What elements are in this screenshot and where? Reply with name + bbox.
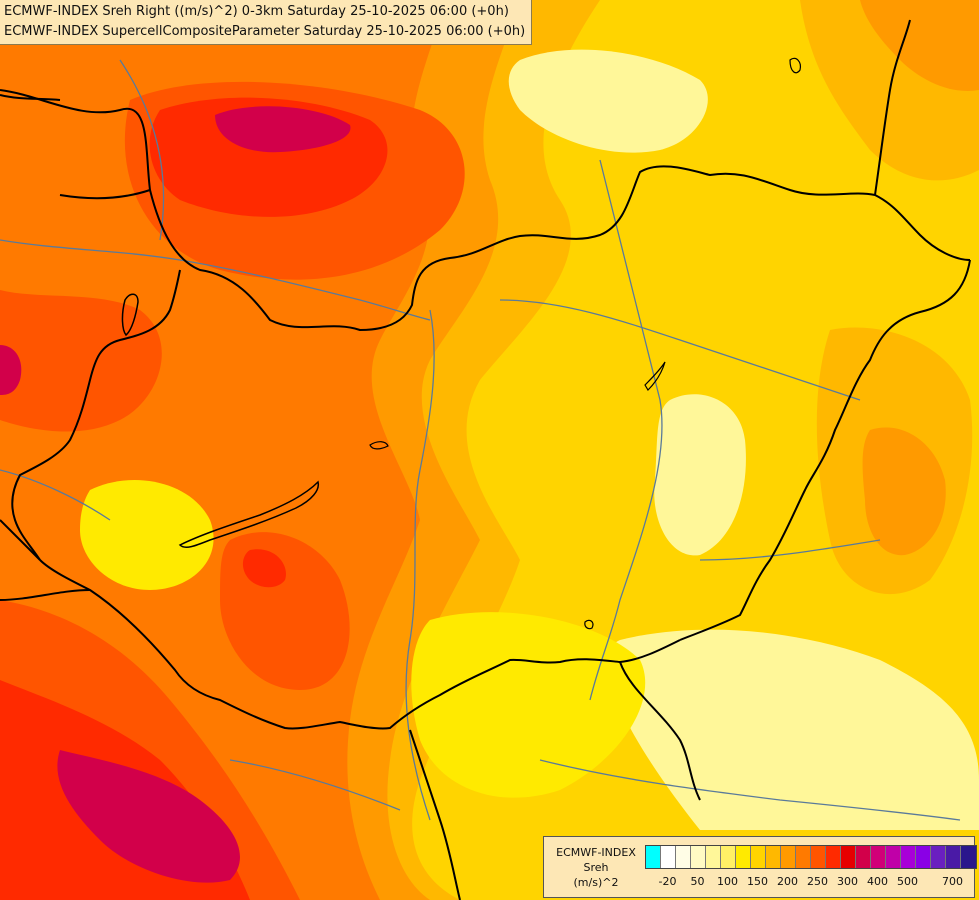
header-line-scp: ECMWF-INDEX SupercellCompositeParameter … [4,24,526,39]
legend-swatch [766,846,781,868]
legend-swatch [661,846,676,868]
legend-tick-label: -20 [658,875,677,888]
border-southeast-a [619,661,701,801]
legend-color-bar [645,845,977,869]
legend-swatch [706,846,721,868]
legend-swatch [691,846,706,868]
legend-tick-label: 200 [777,875,798,888]
legend-title: ECMWF-INDEX Sreh (m/s)^2 [548,845,644,890]
legend-swatch [676,846,691,868]
border-north-sub [0,94,151,200]
border-south [39,559,681,730]
legend-swatch [931,846,946,868]
map-header: ECMWF-INDEX Sreh Right ((m/s)^2) 0-3km S… [0,0,533,45]
field-magenta-southwest [57,750,241,883]
legend-swatch [736,846,751,868]
field-pale-center [654,394,746,556]
field-magenta-north [215,106,351,153]
legend-swatch [856,846,871,868]
legend-swatch [721,846,736,868]
rivers [0,59,961,821]
border-east [679,259,971,641]
lake-neusiedl [121,293,139,337]
legend-title-unit: (m/s)^2 [573,876,619,889]
legend-swatch [916,846,931,868]
legend-swatch [811,846,826,868]
legend-tick-label: 50 [690,875,705,888]
border-southwest [409,729,461,900]
legend-swatch [826,846,841,868]
legend-tick-label: 700 [942,875,963,888]
legend-title-param: Sreh [583,861,609,874]
legend-swatch [946,846,961,868]
border-west-south [0,519,91,601]
field-orange-east-2 [862,427,946,556]
legend-tick-label: 100 [717,875,738,888]
field-orange-northeast-2 [860,0,979,91]
lake-small-4 [584,619,594,630]
lake-balaton [178,480,320,548]
legend-swatch [901,846,916,868]
border-west [11,269,181,561]
legend-swatch [646,846,661,868]
lake-small-3 [789,57,801,74]
legend-tick-label: 500 [897,875,918,888]
legend-swatch [961,846,976,868]
border-northeast [874,19,911,196]
legend-swatch [841,846,856,868]
legend-swatch [886,846,901,868]
field-pale-north [508,49,708,153]
legend-swatch [781,846,796,868]
field-pale-southeast [607,629,979,830]
legend-tick-label: 400 [867,875,888,888]
legend-tick-label: 300 [837,875,858,888]
field-yellow-pocket [80,480,214,590]
legend-swatch [751,846,766,868]
field-magenta-west [0,345,22,395]
legend-ticks: -20 50 100 150 200 250 300 400 500 700 [645,875,970,891]
legend-swatch [871,846,886,868]
legend-tick-label: 250 [807,875,828,888]
lake-small-2 [644,361,666,391]
legend-swatch [796,846,811,868]
legend-tick-label: 150 [747,875,768,888]
field-red-center-core [242,549,286,588]
lake-small-1 [369,441,389,450]
field-red-west [0,290,162,432]
country-borders [0,19,971,900]
legend-title-model: ECMWF-INDEX [556,846,636,859]
header-line-sreh: ECMWF-INDEX Sreh Right ((m/s)^2) 0-3km S… [4,4,509,19]
border-north [0,89,971,332]
color-legend: ECMWF-INDEX Sreh (m/s)^2 -20 50 100 150 200 2… [543,836,977,898]
